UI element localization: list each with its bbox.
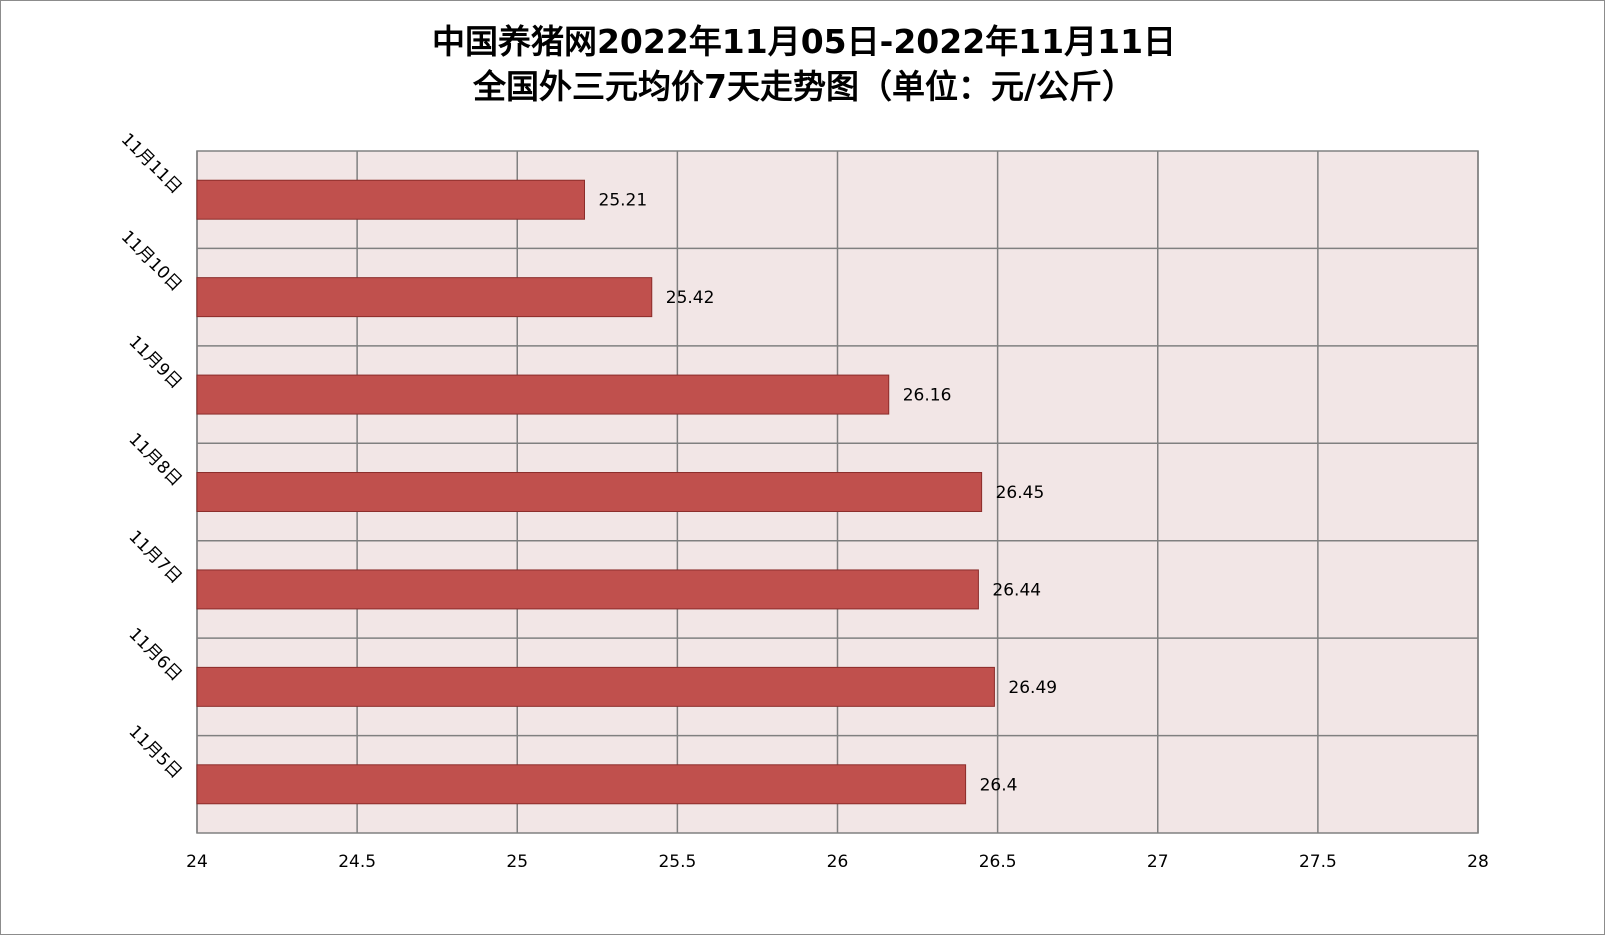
data-labels: 25.21 25.42 26.16 26.45 26.44 26.49 26.4 [599, 191, 1058, 796]
bar-value-label: 26.49 [1008, 678, 1057, 698]
category-label: 11月6日 [124, 624, 185, 685]
category-label: 11月5日 [124, 722, 185, 783]
bar-value-label: 26.44 [992, 580, 1041, 600]
y-axis-categories: 11月11日 11月10日 11月9日 11月8日 11月7日 11月6日 11月5日 [117, 129, 186, 782]
bar [196, 764, 967, 805]
x-tick-label: 25.5 [658, 852, 696, 872]
bar [196, 179, 586, 220]
x-tick-label: 24.5 [338, 852, 376, 872]
x-tick-label: 25 [506, 852, 528, 872]
bar-value-label: 26.45 [996, 483, 1045, 503]
category-label: 11月7日 [124, 527, 185, 588]
x-axis-ticks: 24 24.5 25 25.5 26 26.5 27 27.5 28 [186, 852, 1489, 872]
bar [196, 472, 983, 512]
category-label: 11月11日 [117, 129, 186, 198]
bars [196, 179, 995, 805]
category-label: 11月10日 [117, 227, 186, 296]
x-tick-label: 24 [186, 852, 208, 872]
x-tick-label: 26.5 [979, 852, 1017, 872]
gridlines [196, 151, 1479, 833]
x-tick-label: 27 [1147, 852, 1169, 872]
bar-value-label: 25.21 [599, 191, 648, 211]
chart-title: 中国养猪网2022年11月05日-2022年11月11日 [432, 22, 1176, 61]
bar-value-label: 25.42 [666, 288, 715, 308]
chart-subtitle: 全国外三元均价7天走势图（单位：元/公斤） [472, 67, 1135, 106]
bar [196, 374, 890, 415]
x-tick-label: 26 [827, 852, 849, 872]
category-label: 11月8日 [124, 429, 185, 490]
x-tick-label: 27.5 [1299, 852, 1337, 872]
category-label: 11月9日 [124, 332, 185, 393]
x-tick-label: 28 [1467, 852, 1489, 872]
bar-value-label: 26.16 [903, 386, 952, 406]
bar [196, 569, 979, 610]
bar [196, 666, 995, 707]
bar [196, 277, 653, 318]
bar-value-label: 26.4 [980, 775, 1018, 795]
